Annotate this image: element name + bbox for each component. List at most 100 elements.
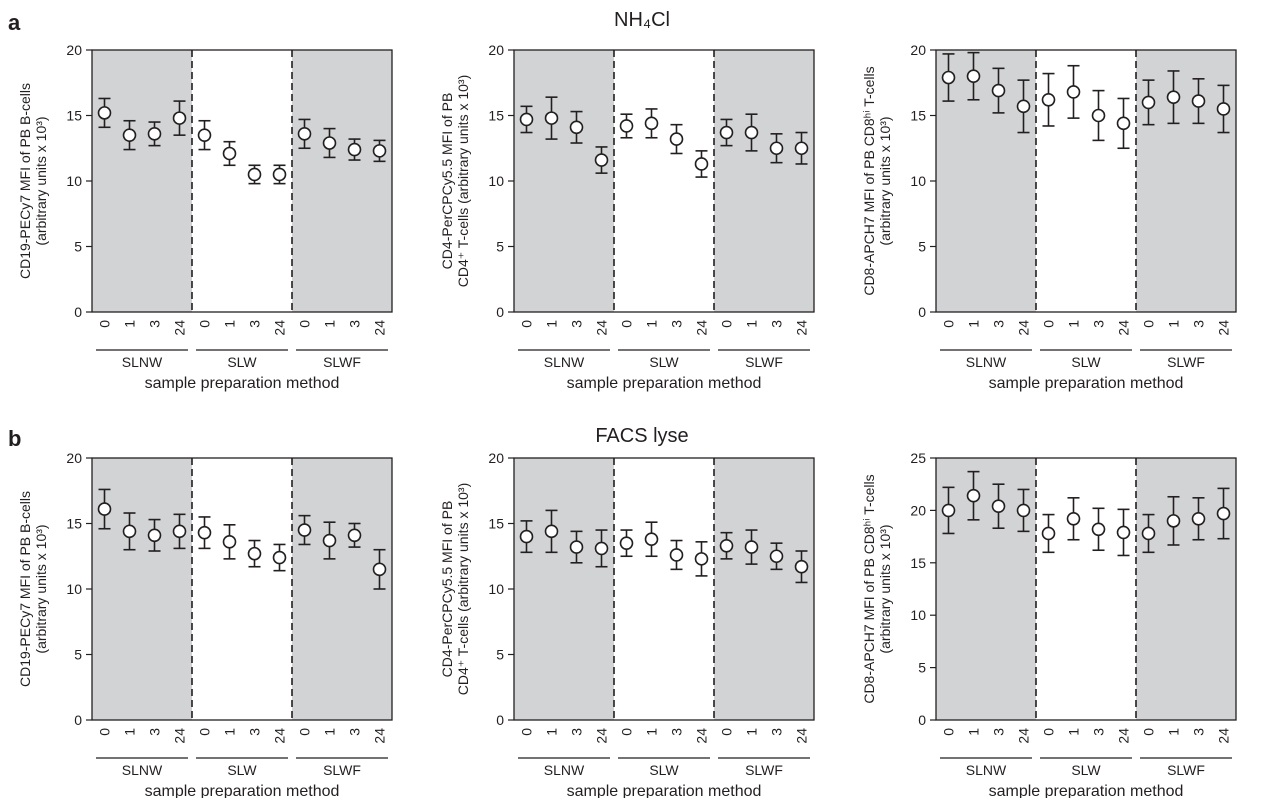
data-point xyxy=(272,167,287,182)
data-point xyxy=(247,167,262,182)
y-tick-label: 20 xyxy=(488,450,504,466)
data-point xyxy=(1066,511,1081,526)
data-point xyxy=(794,559,809,574)
group-label-slwf: SLWF xyxy=(323,762,361,778)
x-tick-label: 24 xyxy=(594,728,610,744)
data-point xyxy=(669,548,684,562)
group-label-slwf: SLWF xyxy=(1167,354,1205,370)
data-point xyxy=(991,499,1006,514)
data-point xyxy=(694,157,709,171)
shaded-region-slwf xyxy=(714,458,814,720)
data-point xyxy=(1166,90,1181,104)
x-tick-label: 24 xyxy=(794,728,810,744)
data-point xyxy=(991,83,1006,98)
x-tick-label: 24 xyxy=(1216,728,1232,744)
x-tick-label: 24 xyxy=(1016,320,1032,336)
x-tick-label: 1 xyxy=(544,728,560,736)
y-tick-label: 10 xyxy=(488,581,504,597)
data-point xyxy=(1216,506,1231,521)
data-point xyxy=(347,528,362,543)
y-axis-label: CD8-APCH7 MFI of PB CD8ʰⁱ T-cells xyxy=(861,66,877,295)
data-point xyxy=(1141,95,1156,110)
data-point xyxy=(966,69,981,83)
x-tick-label: 24 xyxy=(372,320,388,336)
shaded-region-slwf xyxy=(1136,50,1236,312)
x-tick-label: 3 xyxy=(247,728,263,736)
x-tick-label: 3 xyxy=(1091,320,1107,328)
x-tick-label: 1 xyxy=(644,320,660,328)
y-tick-label: 5 xyxy=(496,239,504,255)
x-tick-label: 3 xyxy=(347,320,363,328)
y-axis-label: CD4-PerCPCy5.5 MFI of PB xyxy=(439,501,455,678)
plot-frame xyxy=(935,457,1237,721)
x-tick-label: 24 xyxy=(372,728,388,744)
data-point xyxy=(97,502,112,516)
y-axis-units: (arbitrary units x 10³) xyxy=(877,116,893,245)
x-tick-label: 24 xyxy=(1216,320,1232,336)
group-label-slnw: SLNW xyxy=(966,354,1007,370)
data-point xyxy=(122,128,137,142)
y-tick-label: 0 xyxy=(918,712,926,728)
data-point xyxy=(122,524,137,539)
row-title-b: FACS lyse xyxy=(595,425,688,447)
y-axis-units: CD4⁺ T-cells (arbitrary units x 10³) xyxy=(455,75,471,288)
x-tick-label: 1 xyxy=(1166,728,1182,736)
x-tick-label: 0 xyxy=(719,728,735,736)
data-point xyxy=(644,532,659,547)
data-point xyxy=(297,523,312,537)
data-point xyxy=(594,541,609,556)
y-axis-units: (arbitrary units x 10³) xyxy=(33,116,49,245)
x-tick-label: 0 xyxy=(97,728,113,736)
data-point xyxy=(247,546,262,561)
data-point xyxy=(1166,514,1181,528)
y-tick-label: 0 xyxy=(918,304,926,320)
row-title-a: NH₄Cl xyxy=(614,9,670,31)
x-tick-label: 0 xyxy=(941,320,957,328)
x-tick-label: 3 xyxy=(1191,728,1207,736)
data-point xyxy=(1091,108,1106,123)
x-tick-label: 1 xyxy=(544,320,560,328)
data-point xyxy=(619,119,634,133)
y-tick-label: 15 xyxy=(910,108,926,124)
x-tick-label: 24 xyxy=(694,728,710,744)
data-point xyxy=(669,132,684,146)
data-point xyxy=(1116,525,1131,540)
data-point xyxy=(372,144,387,158)
x-tick-label: 0 xyxy=(297,728,313,736)
data-point xyxy=(1091,522,1106,537)
x-tick-label: 3 xyxy=(347,728,363,736)
chart-a-1: 0 5 10 15 20 0 1 3 24 SLNW 0 1 3 24 SLW 0 1 3 24 SLWF sample… xyxy=(17,42,393,392)
group-label-slnw: SLNW xyxy=(544,354,585,370)
y-tick-label: 5 xyxy=(74,239,82,255)
x-tick-label: 3 xyxy=(991,728,1007,736)
x-tick-label: 0 xyxy=(519,320,535,328)
x-axis-label: sample preparation method xyxy=(145,375,340,392)
y-tick-label: 0 xyxy=(74,304,82,320)
data-point xyxy=(594,153,609,167)
shaded-region-slnw xyxy=(92,50,192,312)
x-tick-label: 1 xyxy=(644,728,660,736)
x-tick-label: 3 xyxy=(991,320,1007,328)
group-label-slw: SLW xyxy=(227,762,257,778)
x-tick-label: 24 xyxy=(1016,728,1032,744)
shaded-region-slnw xyxy=(514,458,614,720)
x-tick-label: 1 xyxy=(122,728,138,736)
shaded-region-slnw xyxy=(936,50,1036,312)
y-tick-label: 5 xyxy=(496,647,504,663)
y-tick-label: 10 xyxy=(488,173,504,189)
y-tick-label: 20 xyxy=(910,502,926,518)
x-axis-label: sample preparation method xyxy=(567,375,762,392)
group-label-slw: SLW xyxy=(649,354,679,370)
data-point xyxy=(1016,503,1031,518)
y-tick-label: 20 xyxy=(910,42,926,58)
data-point xyxy=(519,529,534,544)
data-point xyxy=(544,524,559,539)
chart-a-2: 0 5 10 15 20 0 1 3 24 SLNW 0 1 3 24 SLW 0 1 3 24 SLWF sample… xyxy=(439,42,815,392)
y-tick-label: 25 xyxy=(910,450,926,466)
data-point xyxy=(1116,116,1131,131)
x-tick-label: 1 xyxy=(222,320,238,328)
data-point xyxy=(147,528,162,543)
y-tick-label: 15 xyxy=(488,516,504,532)
data-point xyxy=(619,536,634,550)
